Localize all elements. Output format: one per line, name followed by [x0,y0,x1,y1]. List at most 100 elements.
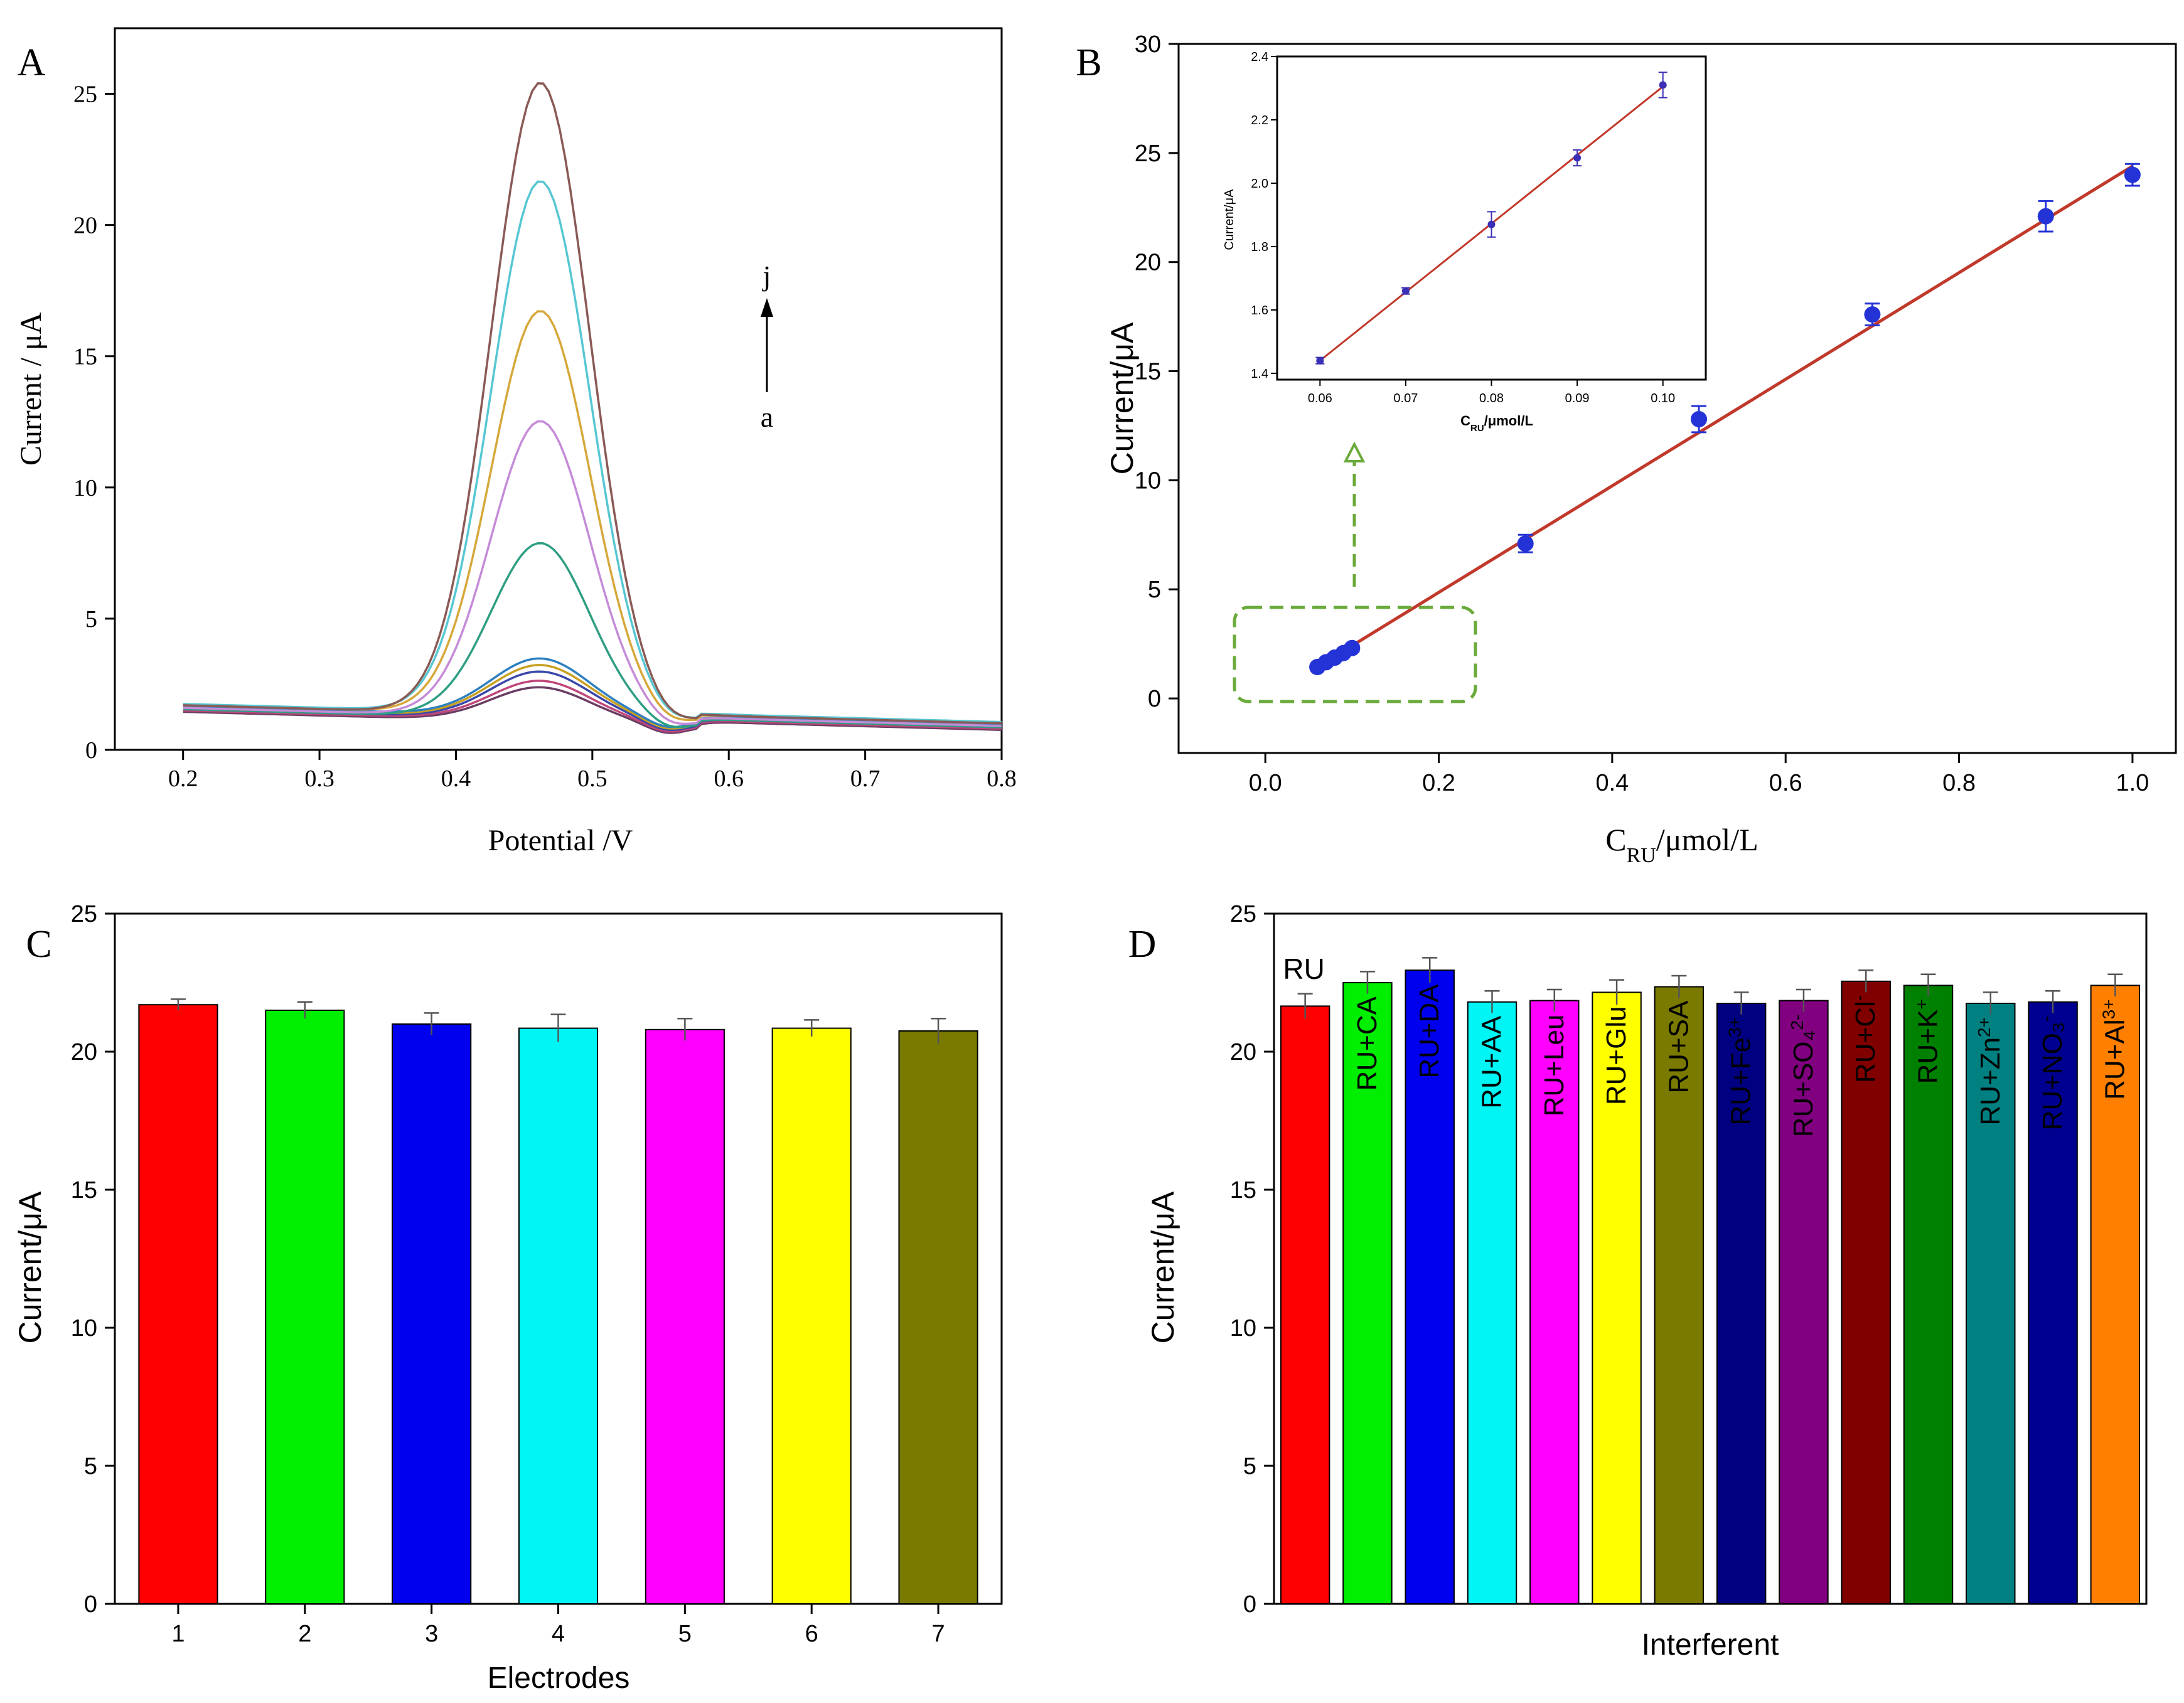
panel-b-fit-line [1316,164,2134,669]
panel-d-ytick-label: 0 [1243,1591,1256,1618]
panel-a-xtick-label: 0.8 [987,766,1017,792]
panel-a-xtick-label: 0.4 [441,766,471,792]
inset-ytick-label: 1.4 [1251,367,1268,381]
panel-d-bar [2028,1001,2078,1605]
panel-d-bar [1592,991,1642,1604]
panel-b-xtick-label: 0.2 [1422,770,1455,796]
panel-a-ylabel: Current / μA [14,312,48,466]
panel-b-ytick-label: 10 [1135,467,1161,494]
panel-c-ytick-label: 10 [71,1315,97,1342]
panel-c-bar [138,1004,218,1604]
panel-b-zoom-arrow-head [1343,441,1366,462]
inset-xtick-label: 0.06 [1308,392,1332,405]
panel-d-ytick-label: 15 [1230,1177,1256,1204]
inset-ytick-label: 1.6 [1251,304,1268,318]
panel-c-ytick-label: 15 [71,1177,97,1204]
panel-c-xtick-label: 1 [171,1621,185,1647]
panel-a-ytick-label: 0 [85,737,97,764]
panel-d-bar [1966,1003,2016,1604]
panel-a: 0.2 0.3 0.4 0.5 0.6 0.7 0.8 0 5 10 15 20 25 Potential… [14,27,1017,857]
panel-d-bar [1405,969,1455,1604]
panel-d-bar [1716,1003,1767,1604]
inset-xtick-label: 0.09 [1565,392,1590,405]
panel-a-ytick-label: 5 [85,606,97,633]
panel-c-xlabel: Electrodes [488,1662,630,1695]
panel-d-xlabel: Interferent [1642,1628,1779,1662]
inset-point [1316,356,1324,365]
panel-d-frame [1273,912,2148,1605]
panel-d-bar-label: RU+SA [1663,1000,1694,1094]
panel-d-bar-label: RU+Al3+ [2099,999,2131,1099]
panel-b-xtick-label: 0.8 [1942,770,1976,796]
panel-c-xtick-label: 5 [678,1621,692,1647]
panel-c-xtick-label: 4 [552,1621,565,1647]
panel-c-xtick-label: 6 [805,1621,818,1647]
panel-d-bar-label: RU+Glu [1601,1006,1632,1105]
inset-ytick-label: 2.2 [1251,114,1268,127]
panel-a-xtick-label: 0.6 [714,766,744,792]
panel-c-bar [518,1027,599,1604]
panel-a-xtick-label: 0.3 [304,766,335,792]
panel-a-curve-j [183,82,1002,725]
panel-a-curve-g [183,420,1002,727]
panel-b-label: B [1076,41,1101,84]
panel-a-curve-f [183,542,1002,729]
panel-c-ytick-label: 20 [71,1039,97,1065]
panel-b-ytick-label: 15 [1135,359,1161,385]
panel-a-ytick-label: 15 [73,344,97,370]
panel-a-arrow-head [761,298,773,317]
panel-d-ytick-label: 25 [1230,901,1256,927]
panel-a-annotation-a: a [761,401,773,433]
panel-c-label: C [26,923,51,966]
panel-d-ylabel: Current/μA [1145,1191,1180,1343]
panel-c-bar [771,1027,852,1604]
panel-d-bar-label: RU+DA [1414,984,1445,1079]
inset-ytick-label: 1.8 [1251,240,1268,254]
panel-d-bar [1654,986,1705,1604]
panel-d-bar-label: RU+NO₃- [2037,1016,2069,1131]
panel-a-curve-b [183,680,1002,733]
panel-a-curve-i [183,180,1002,723]
panel-d-bar-label: RU+Cl- [1849,995,1882,1083]
panel-a-ytick-label: 25 [73,82,97,108]
panel-b-point [2124,166,2141,183]
panel-c-ytick-label: 0 [84,1591,97,1618]
inset-ytick-label: 2.0 [1251,177,1268,191]
panel-c-xtick-label: 3 [425,1621,438,1647]
panel-b-ytick-label: 0 [1148,686,1161,712]
panel-d-ytick-label: 5 [1243,1453,1256,1480]
panel-b-inset: 0.06 0.07 0.08 0.09 0.10 1.4 1.6 1.8 2.0 2.2 2.4 CR… [1223,50,1707,434]
panel-a-curve-a [183,686,1002,734]
panel-d-bar-label: RU+Zn2+ [1974,1017,2006,1126]
panel-b-xtick-label: 0.4 [1595,770,1629,796]
panel-c-bar [392,1023,472,1604]
panel-a-ytick-label: 20 [73,213,97,239]
panel-b-frame [1177,43,2177,754]
panel-a-xtick-label: 0.2 [168,766,198,792]
inset-point [1487,220,1496,228]
panel-a-curve-e [183,657,1002,729]
panel-d-label: D [1128,923,1157,966]
panel-a-frame [114,27,1003,751]
panel-d-bar [2090,985,2141,1604]
panel-b-ytick-label: 25 [1135,141,1161,167]
panel-d-bar [1529,1000,1580,1604]
panel-a-label: A [18,41,46,84]
panel-d-bar-label: RU [1283,953,1324,985]
panel-a-curve-h [183,310,1002,725]
panel-c-ytick-label: 5 [84,1453,97,1480]
panel-c-bar [898,1030,978,1604]
panel-b: 0.0 0.2 0.4 0.6 0.8 1.0 0 5 10 15 20 25 30 CRU/μmol/L… [1076,31,2177,867]
panel-b-point [1344,639,1361,656]
panel-d-bar-label: RU+Leu [1539,1015,1570,1117]
panel-b-zoom-box [1233,606,1477,703]
panel-d-bar [1903,985,1954,1604]
inset-xtick-label: 0.08 [1479,392,1504,405]
panel-b-point [1691,411,1708,428]
panel-a-xtick-label: 0.5 [577,766,608,792]
inset-ylabel: Current/μA [1223,189,1236,250]
inset-ytick-label: 2.4 [1251,50,1268,64]
panel-b-point [2037,208,2054,225]
panel-b-xtick-label: 0.6 [1769,770,1802,796]
panel-b-xtick-label: 0.0 [1249,770,1282,796]
